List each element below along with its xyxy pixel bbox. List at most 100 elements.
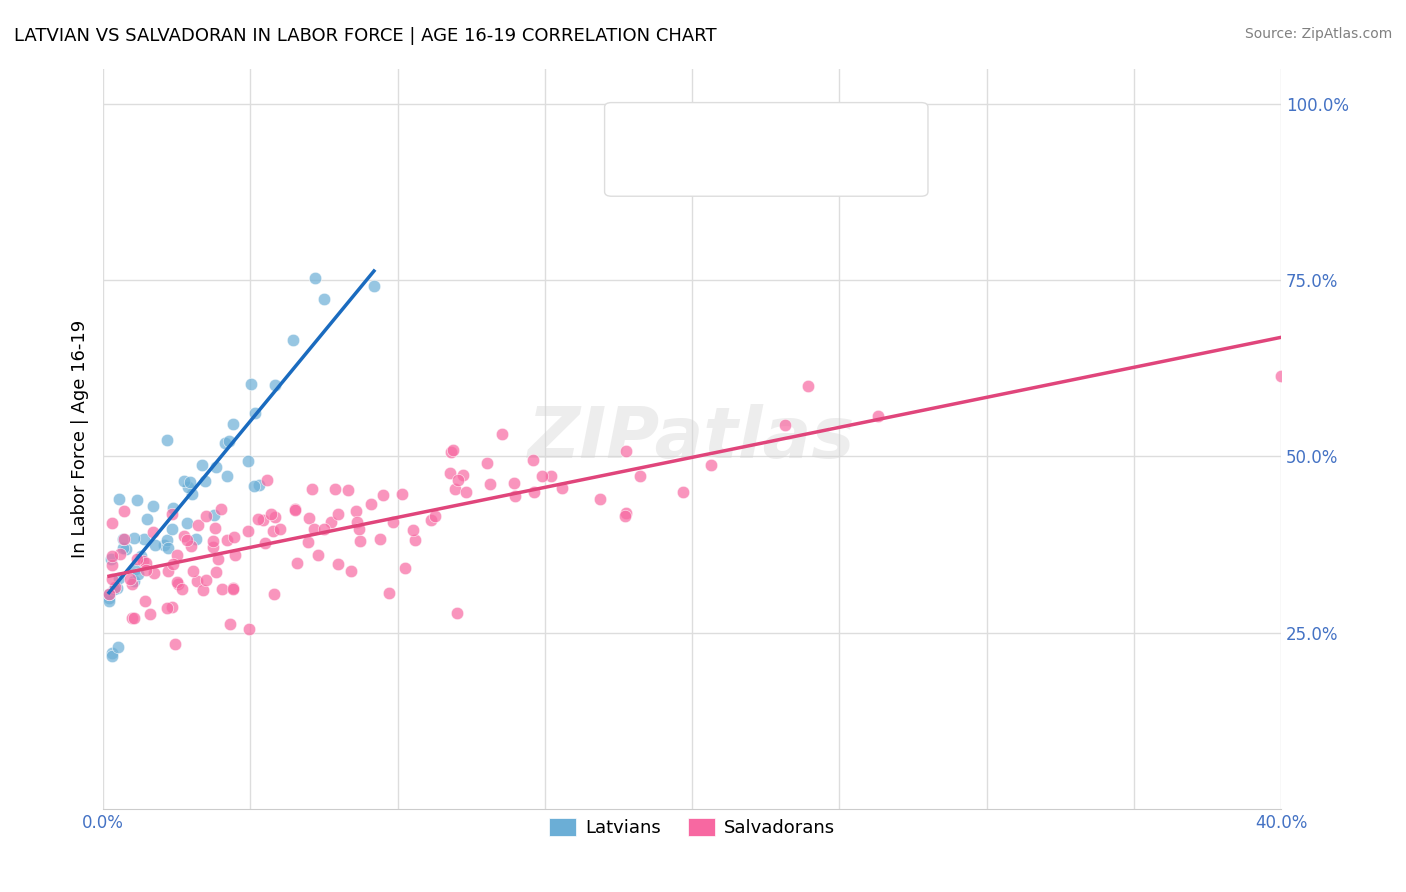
- Point: [156, 433, 179, 447]
- Point: [404, 533, 426, 547]
- Point: [157, 541, 180, 556]
- Point: [118, 572, 141, 586]
- Point: [101, 558, 124, 573]
- Point: [304, 522, 326, 536]
- Point: [797, 379, 820, 393]
- Point: [263, 587, 285, 601]
- Point: [236, 454, 259, 468]
- Point: [326, 557, 349, 571]
- Point: [360, 497, 382, 511]
- Point: [479, 477, 502, 491]
- Point: [530, 468, 553, 483]
- Point: [304, 271, 326, 285]
- Point: [447, 474, 470, 488]
- Point: [700, 458, 723, 472]
- Point: [217, 469, 239, 483]
- Point: [252, 513, 274, 527]
- Point: [142, 499, 165, 513]
- Point: [112, 532, 135, 546]
- Point: [441, 442, 464, 457]
- Text: LATVIAN VS SALVADORAN IN LABOR FORCE | AGE 16-19 CORRELATION CHART: LATVIAN VS SALVADORAN IN LABOR FORCE | A…: [14, 27, 717, 45]
- Point: [346, 515, 368, 529]
- Point: [1270, 368, 1292, 383]
- Point: [125, 551, 148, 566]
- Point: [167, 577, 190, 591]
- Point: [134, 533, 156, 547]
- Point: [155, 533, 177, 548]
- Point: [440, 444, 463, 458]
- Point: [378, 586, 401, 600]
- Point: [135, 563, 157, 577]
- Point: [312, 292, 335, 306]
- Point: [373, 488, 395, 502]
- Point: [179, 475, 201, 489]
- Point: [866, 409, 889, 424]
- Point: [101, 648, 124, 663]
- Point: [98, 591, 121, 605]
- Point: [522, 453, 544, 467]
- Point: [122, 611, 145, 625]
- Point: [170, 582, 193, 596]
- Point: [100, 646, 122, 660]
- Point: [195, 573, 218, 587]
- Point: [111, 532, 134, 546]
- Point: [142, 524, 165, 539]
- Point: [162, 507, 184, 521]
- Point: [222, 417, 245, 431]
- Point: [98, 593, 121, 607]
- Point: [287, 556, 309, 570]
- Point: [176, 533, 198, 547]
- Point: [254, 535, 277, 549]
- Point: [297, 534, 319, 549]
- Point: [108, 491, 131, 506]
- Point: [215, 533, 238, 547]
- Point: [284, 502, 307, 516]
- Point: [156, 601, 179, 615]
- Point: [283, 333, 305, 347]
- Point: [176, 516, 198, 530]
- Point: [142, 566, 165, 581]
- Point: [540, 468, 562, 483]
- Point: [177, 480, 200, 494]
- Point: [108, 570, 131, 584]
- Point: [222, 531, 245, 545]
- Point: [187, 518, 209, 533]
- Point: [301, 482, 323, 496]
- Point: [224, 549, 246, 563]
- Point: [173, 474, 195, 488]
- Point: [162, 557, 184, 571]
- Point: [307, 548, 329, 562]
- Point: [451, 467, 474, 482]
- Point: [98, 587, 121, 601]
- Point: [162, 501, 184, 516]
- Point: [218, 434, 240, 448]
- Point: [135, 556, 157, 570]
- Point: [138, 607, 160, 621]
- Point: [218, 616, 240, 631]
- Point: [121, 577, 143, 591]
- Point: [503, 489, 526, 503]
- Point: [551, 481, 574, 495]
- Point: [160, 599, 183, 614]
- Point: [111, 541, 134, 555]
- Point: [491, 426, 513, 441]
- Point: [443, 482, 465, 496]
- Point: [184, 533, 207, 547]
- Point: [183, 564, 205, 578]
- Point: [325, 483, 347, 497]
- Point: [264, 509, 287, 524]
- Point: [143, 538, 166, 552]
- Point: [100, 551, 122, 566]
- Point: [391, 487, 413, 501]
- Point: [132, 554, 155, 568]
- Point: [134, 594, 156, 608]
- Point: [628, 469, 651, 483]
- Point: [165, 637, 187, 651]
- Point: [446, 607, 468, 621]
- Point: [202, 540, 225, 554]
- Point: [456, 485, 478, 500]
- Point: [247, 477, 270, 491]
- Point: [401, 523, 423, 537]
- Point: [246, 512, 269, 526]
- Point: [194, 474, 217, 488]
